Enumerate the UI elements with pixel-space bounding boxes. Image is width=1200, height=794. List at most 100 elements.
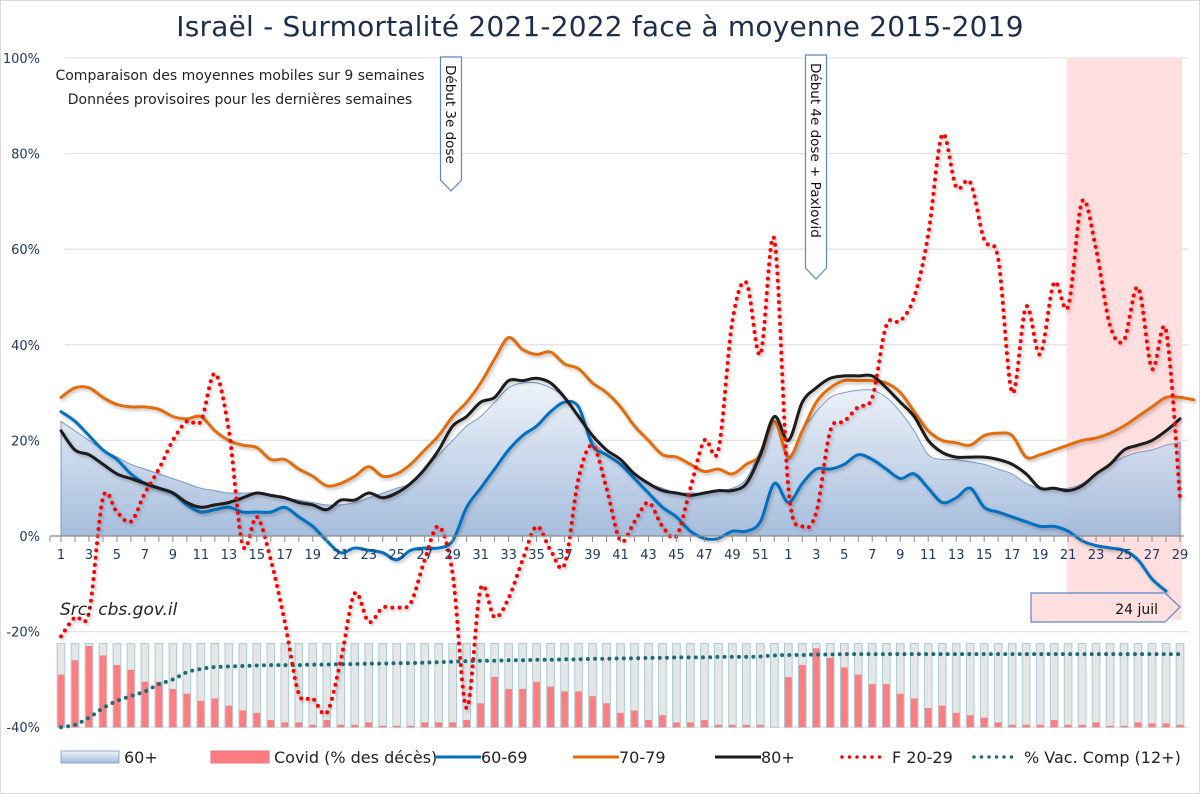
- bar-covid: [1050, 720, 1058, 728]
- callout-label: 24 juil: [1115, 602, 1158, 618]
- bar-covid: [868, 684, 876, 728]
- bar-total: [1007, 643, 1017, 728]
- legend-item-60-69[interactable]: 60-69: [435, 743, 528, 771]
- bar-total: [406, 643, 416, 728]
- x-tick-label: 43: [640, 548, 657, 563]
- bar-covid: [840, 667, 848, 728]
- y-tick-label: 20%: [11, 434, 40, 449]
- x-tick-label: 29: [444, 548, 461, 563]
- x-tick-label: 11: [193, 548, 210, 563]
- bar-covid: [155, 681, 163, 728]
- bar-total: [448, 643, 457, 728]
- callout-label: Début 4e dose + Paxlovid: [807, 63, 823, 238]
- bar-total: [1105, 643, 1115, 728]
- bar-covid: [1064, 724, 1072, 728]
- bar-covid: [561, 691, 568, 728]
- bar-covid: [854, 674, 862, 728]
- bar-covid: [757, 724, 764, 728]
- bar-covid: [1078, 724, 1086, 728]
- dotted-teal-icon: [972, 755, 1018, 759]
- x-tick-label: 1: [784, 548, 792, 563]
- callout-box: [1030, 592, 1181, 623]
- bar-total: [1091, 643, 1101, 728]
- bar-covid: [1176, 724, 1184, 728]
- legend-label: Covid (% des décès): [274, 747, 438, 767]
- x-tick-label: 31: [472, 548, 489, 563]
- legend-item-f-20-29[interactable]: F 20-29: [840, 743, 953, 771]
- legend-label: 60+: [124, 747, 158, 767]
- bar-total: [1049, 643, 1059, 728]
- x-tick-label: 3: [85, 548, 93, 563]
- bar-covid: [729, 724, 736, 728]
- bar-covid: [1106, 725, 1114, 728]
- x-tick-label: 23: [1088, 548, 1105, 563]
- bar-covid: [519, 688, 526, 728]
- bar-covid: [1134, 722, 1142, 728]
- bar-covid: [924, 708, 932, 728]
- bar-covid: [743, 724, 750, 728]
- bar-covid: [952, 712, 960, 728]
- line-blue-icon: [435, 755, 481, 759]
- x-tick-label: 15: [976, 548, 993, 563]
- x-tick-label: 13: [948, 548, 965, 563]
- line-orange-icon: [573, 755, 619, 759]
- x-tick-label: 51: [752, 548, 769, 563]
- callout-box: [804, 54, 828, 280]
- bar-covid: [421, 722, 429, 728]
- bar-total: [1077, 643, 1087, 728]
- x-tick-label: 33: [500, 548, 517, 563]
- x-tick-label: 5: [113, 548, 121, 563]
- third-dose-callout: Début 3e dose: [439, 56, 463, 192]
- bar-covid: [645, 720, 652, 728]
- x-tick-label: 25: [1116, 548, 1133, 563]
- bar-covid: [896, 693, 904, 728]
- line-80plus: [59, 373, 1182, 512]
- bar-covid: [211, 698, 219, 728]
- x-tick-label: 37: [556, 548, 573, 563]
- legend-item-70-79[interactable]: 70-79: [573, 743, 666, 771]
- y-tick-label: 60%: [11, 243, 40, 258]
- bar-total: [1021, 643, 1031, 728]
- bar-covid: [603, 703, 610, 728]
- fourth-dose-callout: Début 4e dose + Paxlovid: [804, 54, 828, 280]
- legend-item-covid[interactable]: Covid (% des décès): [210, 743, 437, 771]
- bar-total: [1161, 643, 1171, 728]
- bar-total: [434, 643, 444, 728]
- bar-covid: [477, 703, 484, 728]
- dotted-red-icon: [840, 755, 886, 759]
- chart-subtitle-1: Comparaison des moyennes mobiles sur 9 s…: [55, 68, 425, 84]
- bar-total: [350, 643, 360, 728]
- bar-total: [238, 643, 248, 728]
- bar-covid: [617, 712, 624, 728]
- bar-covid: [631, 710, 638, 728]
- bar-total: [364, 643, 374, 728]
- bar-covid: [169, 688, 177, 728]
- y-tick-label: 80%: [11, 148, 40, 163]
- bar-total: [462, 643, 471, 728]
- x-tick-label: 25: [388, 548, 405, 563]
- bar-covid: [393, 725, 401, 728]
- bar-covid: [826, 657, 834, 728]
- bar-total: [979, 643, 989, 728]
- bar-covid: [379, 725, 387, 728]
- last-date-callout: 24 juil: [1030, 592, 1181, 623]
- legend: 60+ Covid (% des décès) 60-69 70-79 80+ …: [60, 743, 1190, 771]
- bar-total: [1175, 643, 1185, 728]
- x-tick-label: 7: [868, 548, 876, 563]
- bar-covid: [1148, 723, 1156, 728]
- source-label: Src: cbs.gov.il: [60, 600, 178, 620]
- bar-covid: [812, 648, 820, 728]
- legend-item-80plus[interactable]: 80+: [715, 743, 795, 771]
- x-tick-label: 29: [1172, 548, 1189, 563]
- bar-covid: [281, 722, 289, 728]
- bar-covid: [99, 655, 107, 728]
- bar-total: [280, 643, 290, 728]
- bar-covid: [365, 722, 373, 728]
- bar-covid: [589, 696, 596, 728]
- legend-item-vac[interactable]: % Vac. Comp (12+): [972, 743, 1181, 771]
- x-tick-label: 11: [920, 548, 937, 563]
- bar-total: [1147, 643, 1157, 728]
- bar-covid: [239, 710, 247, 728]
- legend-item-60plus[interactable]: 60+: [60, 743, 158, 771]
